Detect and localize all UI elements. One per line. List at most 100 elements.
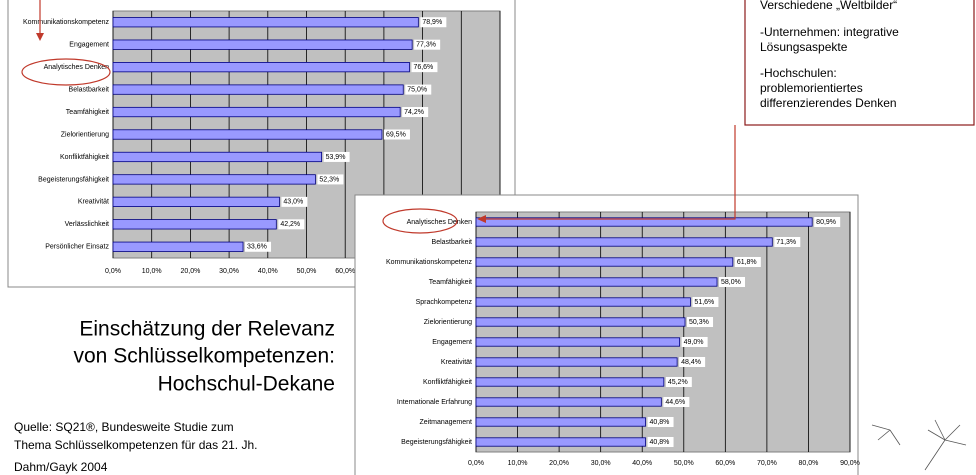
y-tick-label: Teamfähigkeit: [429, 279, 472, 286]
y-tick-label: Konfliktfähigkeit: [60, 154, 109, 161]
note-line: Verschiedene „Weltbilder“: [760, 0, 897, 12]
value-label: 58,0%: [721, 279, 741, 286]
bar: [476, 258, 733, 266]
bar: [476, 438, 646, 446]
y-tick-label: Analytisches Denken: [44, 64, 109, 71]
bar: [476, 358, 677, 366]
bar: [476, 338, 680, 346]
plot-area: [476, 212, 850, 452]
y-tick-label: Kommunikationskompetenz: [23, 19, 109, 26]
x-tick-label: 20,0%: [180, 268, 200, 275]
value-label: 49,0%: [684, 339, 704, 346]
x-tick-label: 40,0%: [632, 460, 652, 467]
value-label: 80,9%: [816, 219, 836, 226]
bar: [113, 107, 400, 116]
note-line: problemorientiertes: [760, 81, 863, 95]
bar: [113, 130, 382, 139]
y-tick-label: Begeisterungsfähigkeit: [401, 439, 472, 446]
value-label: 42,2%: [280, 221, 300, 228]
value-label: 53,9%: [326, 154, 346, 161]
bar: [113, 62, 409, 71]
bar: [113, 197, 279, 206]
y-tick-label: Konfliktfähigkeit: [423, 379, 472, 386]
value-label: 74,2%: [404, 109, 424, 116]
bar: [113, 18, 418, 27]
value-label: 45,2%: [668, 379, 688, 386]
x-tick-label: 0,0%: [105, 268, 121, 275]
value-label: 44,6%: [665, 399, 685, 406]
slide: 0,0% 10,0% 20,0% 30,0% 40,0% 50,0% 60,0% 70,0% 8…: [0, 0, 976, 475]
note-line: -Unternehmen: integrative: [760, 25, 899, 39]
value-label: 50,3%: [689, 319, 709, 326]
y-tick-label: Engagement: [69, 42, 109, 49]
y-tick-label: Belastbarkeit: [432, 239, 473, 246]
x-tick-label: 10,0%: [142, 268, 162, 275]
y-tick-label: Analytisches Denken: [407, 219, 472, 226]
bar: [113, 220, 276, 229]
y-tick-label: Internationale Erfahrung: [397, 399, 472, 406]
bar: [476, 238, 772, 246]
x-tick-label: 30,0%: [591, 460, 611, 467]
y-tick-label: Kommunikationskompetenz: [386, 259, 472, 266]
note-line: -Hochschulen:: [760, 66, 837, 80]
y-tick-label: Engagement: [432, 339, 472, 346]
value-label: 40,8%: [650, 439, 670, 446]
y-tick-label: Zielorientierung: [424, 319, 472, 326]
value-label: 52,3%: [319, 176, 339, 183]
x-tick-label: 50,0%: [297, 268, 317, 275]
y-tick-label: Zeitmanagement: [419, 419, 472, 426]
bar: [113, 152, 322, 161]
x-tick-label: 20,0%: [549, 460, 569, 467]
x-tick-label: 70,0%: [757, 460, 777, 467]
slide-title: Einschätzung der Relevanz: [79, 318, 335, 341]
x-tick-label: 10,0%: [508, 460, 528, 467]
y-tick-label: Kreativität: [78, 199, 109, 206]
bar: [113, 242, 243, 251]
note-line: Lösungsaspekte: [760, 40, 848, 54]
value-label: 33,6%: [247, 244, 267, 251]
bar: [476, 398, 661, 406]
value-label: 61,8%: [737, 259, 757, 266]
value-label: 69,5%: [386, 131, 406, 138]
author: Dahm/Gayk 2004: [14, 460, 108, 474]
value-label: 48,4%: [681, 359, 701, 366]
charts: 0,0% 10,0% 20,0% 30,0% 40,0% 50,0% 60,0% 70,0% 8…: [8, 0, 860, 475]
x-tick-label: 0,0%: [468, 460, 484, 467]
source: Quelle: SQ21®, Bundesweite Studie zum: [14, 420, 234, 434]
x-tick-label: 80,0%: [799, 460, 819, 467]
slide-title: Hochschul-Dekane: [158, 373, 335, 396]
slide-title: von Schlüsselkompetenzen:: [74, 345, 336, 368]
x-tick-label: 60,0%: [335, 268, 355, 275]
chart: 0,0% 10,0% 20,0% 30,0% 40,0% 50,0% 60,0% 70,0% 8…: [355, 195, 860, 475]
y-tick-label: Teamfähigkeit: [66, 109, 109, 116]
y-tick-label: Begeisterungsfähigkeit: [38, 176, 109, 183]
bar: [476, 318, 685, 326]
y-tick-label: Belastbarkeit: [69, 86, 110, 93]
bar: [113, 40, 412, 49]
y-tick-label: Verlässlichkeit: [65, 221, 109, 228]
value-label: 43,0%: [283, 199, 303, 206]
bar: [476, 378, 664, 386]
x-tick-label: 40,0%: [258, 268, 278, 275]
x-tick-label: 50,0%: [674, 460, 694, 467]
dandelion-decoration: [872, 420, 966, 470]
y-tick-label: Zielorientierung: [61, 131, 109, 138]
value-label: 71,3%: [776, 239, 796, 246]
value-label: 51,6%: [694, 299, 714, 306]
value-label: 77,3%: [416, 42, 436, 49]
x-tick-label: 30,0%: [219, 268, 239, 275]
bar: [113, 175, 315, 184]
value-label: 75,0%: [407, 86, 427, 93]
note-line: differenzierendes Denken: [760, 96, 897, 110]
source: Thema Schlüsselkompetenzen für das 21. J…: [14, 438, 257, 452]
y-tick-label: Kreativität: [441, 359, 472, 366]
bar: [476, 298, 690, 306]
value-label: 78,9%: [422, 19, 442, 26]
bar: [476, 418, 646, 426]
y-tick-label: Sprachkompetenz: [416, 299, 473, 306]
bar: [476, 278, 717, 286]
x-tick-label: 90,0%: [840, 460, 860, 467]
value-label: 40,8%: [650, 419, 670, 426]
x-tick-label: 60,0%: [715, 460, 735, 467]
value-label: 76,6%: [413, 64, 433, 71]
